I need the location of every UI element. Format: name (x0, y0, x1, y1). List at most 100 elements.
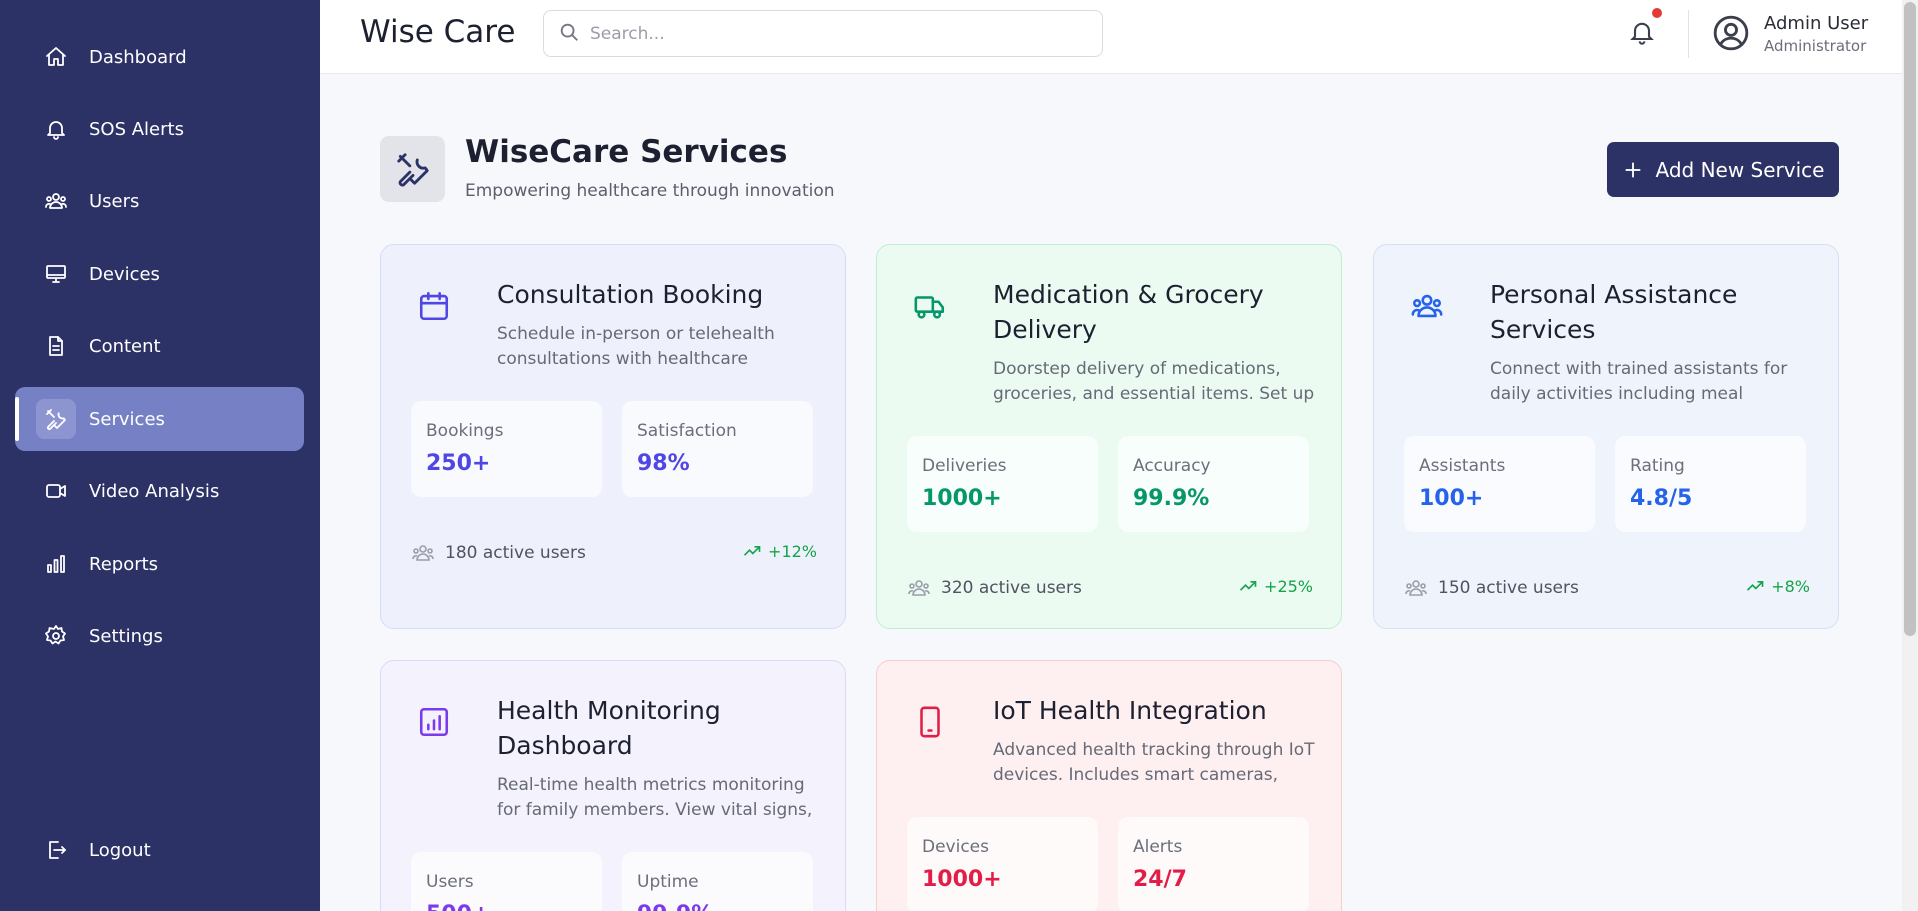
stat-box: Bookings 250+ (411, 401, 602, 497)
top-header: Wise Care Admin User Administrator (320, 0, 1902, 74)
card-title: IoT Health Integration (993, 696, 1267, 725)
service-card-consultation[interactable]: Consultation Booking Schedule in-person … (380, 244, 846, 629)
trending-up-icon (1239, 581, 1257, 591)
truck-icon (913, 289, 949, 325)
home-icon (36, 37, 76, 77)
sidebar-item-content[interactable]: Content (15, 314, 304, 378)
calendar-icon (417, 289, 453, 325)
monitor-icon (36, 254, 76, 294)
avatar[interactable] (1712, 14, 1752, 54)
users-icon (1410, 289, 1446, 325)
stat-value: 1000+ (922, 486, 1002, 511)
notifications-button[interactable] (1628, 8, 1662, 50)
stat-label: Satisfaction (637, 421, 737, 441)
card-title: Consultation Booking (497, 280, 764, 309)
stat-label: Accuracy (1133, 456, 1211, 476)
card-title: Health Monitoring Dashboard (497, 696, 721, 760)
sidebar-item-label: SOS Alerts (89, 118, 184, 140)
sidebar-item-dashboard[interactable]: Dashboard (15, 25, 304, 89)
bell-icon (36, 109, 76, 149)
plus-icon (1625, 162, 1640, 177)
active-users-label: 320 active users (941, 578, 1082, 598)
search-icon (544, 21, 580, 47)
stat-box: Uptime 99.9% (622, 852, 813, 911)
trend-value: +8% (1771, 576, 1810, 596)
page-tools-icon (380, 136, 445, 202)
page-subtitle: Empowering healthcare through innovation (465, 181, 835, 201)
trend-badge: +8% (1745, 576, 1810, 596)
bar-chart-icon (36, 544, 76, 584)
logout-button[interactable]: Logout (15, 818, 304, 882)
trending-up-icon (1747, 581, 1764, 591)
stat-box: Satisfaction 98% (622, 401, 813, 497)
stat-value: 99.9% (1133, 486, 1210, 511)
stat-box: Rating 4.8/5 (1615, 436, 1806, 532)
trend-value: +12% (768, 541, 817, 561)
tablet-icon (913, 705, 949, 741)
service-card-delivery[interactable]: Medication & Grocery Delivery Doorstep d… (876, 244, 1342, 629)
stat-label: Uptime (637, 872, 699, 892)
sidebar-item-label: Settings (89, 625, 163, 647)
header-divider (1688, 10, 1689, 58)
users-icon (1405, 580, 1427, 596)
chart-icon (417, 705, 453, 741)
scrollbar-thumb[interactable] (1904, 2, 1916, 636)
active-users-label: 180 active users (445, 543, 586, 563)
active-users-label: 150 active users (1438, 578, 1579, 598)
sidebar-item-label: Video Analysis (89, 480, 220, 502)
service-card-health-monitoring[interactable]: Health Monitoring Dashboard Real-time he… (380, 660, 846, 911)
sidebar-item-video-analysis[interactable]: Video Analysis (15, 459, 304, 523)
stat-box: Assistants 100+ (1404, 436, 1595, 532)
sidebar-item-label: Content (89, 335, 161, 357)
stat-value: 500+ (426, 902, 490, 911)
stat-box: Alerts 24/7 (1118, 817, 1309, 911)
logout-icon (36, 830, 76, 870)
stat-label: Assistants (1419, 456, 1506, 476)
sidebar-item-users[interactable]: Users (15, 169, 304, 233)
sidebar-item-sos-alerts[interactable]: SOS Alerts (15, 97, 304, 161)
sidebar-item-label: Services (89, 408, 165, 430)
card-title: Personal Assistance Services (1490, 280, 1738, 344)
sidebar-item-devices[interactable]: Devices (15, 242, 304, 306)
stat-box: Deliveries 1000+ (907, 436, 1098, 532)
active-users: 150 active users (1404, 576, 1579, 600)
stat-value: 98% (637, 451, 690, 476)
search-box[interactable] (543, 10, 1103, 57)
sidebar-item-reports[interactable]: Reports (15, 532, 304, 596)
card-description: Advanced health tracking through IoT dev… (993, 740, 1315, 785)
tools-icon (36, 399, 76, 439)
user-role: Administrator (1764, 37, 1867, 55)
add-button-label: Add New Service (1655, 157, 1825, 182)
brand-title: Wise Care (360, 14, 516, 50)
stat-label: Devices (922, 837, 989, 857)
card-description: Doorstep delivery of medications, grocer… (993, 359, 1315, 404)
users-icon (36, 181, 76, 221)
page-title: WiseCare Services (465, 134, 788, 170)
service-card-personal-assistance[interactable]: Personal Assistance Services Connect wit… (1373, 244, 1839, 629)
add-new-service-button[interactable]: Add New Service (1607, 142, 1839, 197)
user-circle-icon (1713, 15, 1749, 51)
stat-label: Bookings (426, 421, 504, 441)
stat-label: Deliveries (922, 456, 1007, 476)
gear-icon (36, 616, 76, 656)
stat-value: 24/7 (1133, 867, 1187, 892)
stat-label: Rating (1630, 456, 1685, 476)
user-name: Admin User (1764, 13, 1869, 34)
stat-value: 100+ (1419, 486, 1484, 511)
sidebar-item-label: Dashboard (89, 46, 187, 68)
card-description: Real-time health metrics monitoring for … (497, 775, 813, 820)
sidebar-item-settings[interactable]: Settings (15, 604, 304, 668)
trend-badge: +25% (1238, 576, 1313, 596)
search-input[interactable] (590, 23, 1070, 44)
document-icon (36, 326, 76, 366)
video-icon (36, 471, 76, 511)
card-title: Medication & Grocery Delivery (993, 280, 1264, 344)
stat-label: Alerts (1133, 837, 1183, 857)
stat-value: 4.8/5 (1630, 486, 1693, 511)
stat-box: Users 500+ (411, 852, 602, 911)
sidebar-item-services[interactable]: Services (15, 387, 304, 451)
stat-label: Users (426, 872, 474, 892)
service-card-iot-integration[interactable]: IoT Health Integration Advanced health t… (876, 660, 1342, 911)
active-users: 180 active users (411, 541, 586, 565)
trend-badge: +12% (742, 541, 817, 561)
